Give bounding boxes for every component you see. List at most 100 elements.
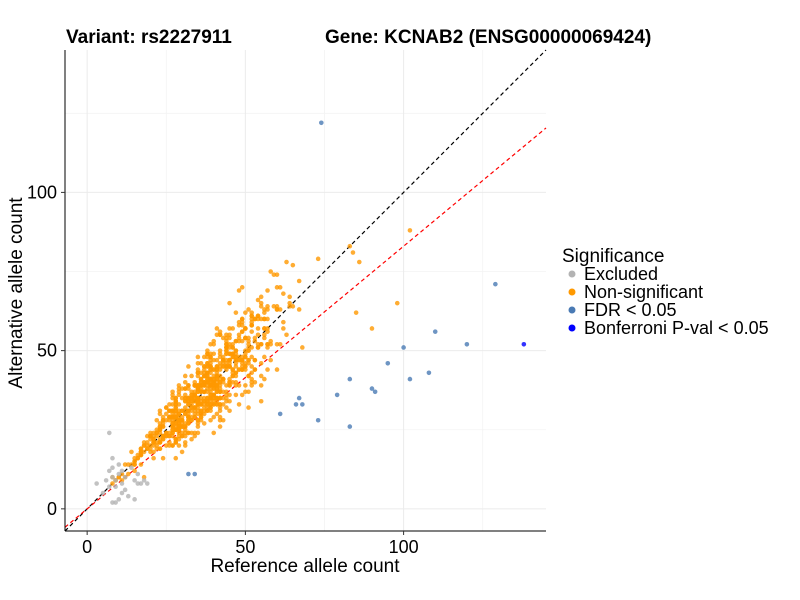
legend-key-excluded — [568, 270, 576, 278]
point-non-significant — [182, 386, 188, 391]
point-non-significant — [192, 398, 198, 404]
point-non-significant — [182, 433, 188, 439]
point-non-significant — [262, 316, 267, 322]
point-non-significant — [208, 395, 213, 401]
point-non-significant — [173, 424, 179, 429]
point-non-significant — [186, 383, 191, 388]
point-non-significant — [182, 440, 188, 445]
tick-labels: 0 50 100 0 50 100 — [27, 182, 419, 557]
point-non-significant — [249, 354, 255, 360]
point-non-significant — [268, 269, 273, 274]
point-non-significant — [195, 430, 201, 436]
point-non-significant — [243, 354, 248, 360]
point-non-significant — [173, 398, 179, 404]
point-fdr-0-05 — [293, 402, 299, 407]
point-non-significant — [284, 259, 289, 265]
point-non-significant — [141, 443, 147, 448]
point-non-significant — [214, 364, 220, 369]
point-non-significant — [227, 379, 232, 385]
point-non-significant — [125, 462, 131, 467]
point-non-significant — [252, 316, 258, 322]
point-fdr-0-05 — [334, 392, 340, 398]
point-non-significant — [239, 316, 245, 322]
point-non-significant — [186, 414, 191, 420]
point-non-significant — [176, 433, 182, 439]
point-non-significant — [262, 354, 267, 360]
point-non-significant — [132, 468, 137, 474]
point-non-significant — [249, 319, 255, 325]
point-non-significant — [148, 449, 153, 455]
point-non-significant — [176, 417, 182, 423]
point-excluded — [113, 478, 118, 483]
point-non-significant — [211, 398, 217, 404]
point-excluded — [119, 468, 125, 474]
point-non-significant — [214, 389, 220, 395]
point-non-significant — [214, 398, 220, 404]
point-non-significant — [274, 285, 280, 290]
point-fdr-0-05 — [300, 402, 305, 407]
point-non-significant — [394, 300, 400, 306]
point-non-significant — [217, 414, 223, 420]
point-non-significant — [192, 395, 198, 401]
point-non-significant — [176, 436, 182, 442]
point-non-significant — [243, 360, 248, 366]
point-non-significant — [179, 386, 185, 391]
point-non-significant — [262, 335, 267, 341]
point-non-significant — [157, 427, 163, 433]
point-non-significant — [258, 398, 264, 404]
point-non-significant — [208, 398, 213, 404]
point-non-significant — [151, 433, 156, 439]
point-non-significant — [246, 335, 251, 341]
point-non-significant — [198, 376, 204, 382]
point-non-significant — [189, 405, 194, 410]
point-non-significant — [249, 329, 255, 334]
point-non-significant — [287, 294, 292, 300]
point-non-significant — [258, 304, 264, 309]
point-excluded — [107, 430, 112, 436]
point-non-significant — [230, 354, 236, 360]
point-non-significant — [315, 256, 321, 262]
series-excluded — [94, 430, 150, 505]
point-non-significant — [208, 341, 213, 347]
point-non-significant — [227, 376, 232, 382]
point-non-significant — [173, 402, 179, 407]
point-non-significant — [157, 430, 163, 436]
point-non-significant — [170, 443, 175, 448]
point-non-significant — [189, 373, 194, 379]
point-non-significant — [205, 351, 210, 357]
point-non-significant — [176, 402, 182, 407]
point-non-significant — [233, 383, 239, 388]
point-non-significant — [236, 367, 242, 372]
point-non-significant — [249, 364, 255, 369]
point-non-significant — [211, 373, 217, 379]
point-non-significant — [211, 430, 217, 436]
point-non-significant — [258, 294, 264, 300]
point-non-significant — [179, 449, 185, 455]
point-excluded — [135, 481, 141, 486]
point-non-significant — [132, 462, 137, 467]
point-non-significant — [201, 398, 207, 404]
point-non-significant — [239, 323, 245, 328]
point-non-significant — [287, 300, 292, 306]
point-non-significant — [208, 360, 213, 366]
point-non-significant — [252, 379, 258, 385]
point-non-significant — [214, 367, 220, 372]
point-non-significant — [192, 392, 198, 398]
point-non-significant — [211, 392, 217, 398]
point-non-significant — [217, 386, 223, 391]
point-non-significant — [233, 379, 239, 385]
point-non-significant — [182, 424, 188, 429]
point-non-significant — [243, 367, 248, 372]
point-non-significant — [217, 351, 223, 357]
point-non-significant — [246, 338, 251, 344]
point-non-significant — [186, 417, 191, 423]
point-excluded — [100, 490, 106, 496]
point-non-significant — [214, 357, 220, 363]
point-non-significant — [227, 357, 232, 363]
point-non-significant — [239, 329, 245, 334]
point-non-significant — [249, 345, 255, 350]
point-non-significant — [189, 392, 194, 398]
point-non-significant — [141, 440, 147, 445]
point-non-significant — [239, 360, 245, 366]
point-non-significant — [262, 332, 267, 338]
